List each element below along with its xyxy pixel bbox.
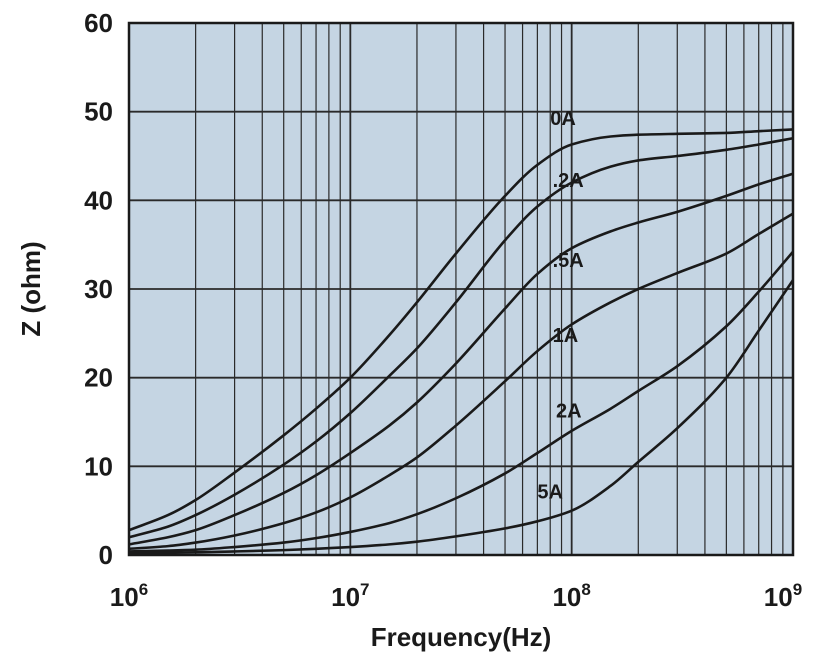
x-tick-label: 109 (764, 580, 802, 612)
series-line-5a (128, 279, 795, 555)
x-tick-label: 106 (110, 580, 148, 612)
x-tick-base: 10 (764, 582, 793, 612)
x-tick-exponent: 9 (793, 580, 802, 599)
x-tick-labels: 106 107 108 109 (110, 580, 802, 612)
y-tick-label: 60 (84, 8, 113, 38)
series-line-0a (128, 128, 794, 532)
x-tick-exponent: 6 (139, 580, 148, 599)
curve-label: 2A (556, 401, 582, 423)
y-tick-label: 30 (84, 274, 113, 304)
curve-label: 1A (553, 325, 579, 347)
x-tick-label: 108 (552, 580, 590, 612)
x-tick-base: 10 (331, 582, 360, 612)
series-line-1a (128, 212, 794, 551)
x-tick-base: 10 (552, 582, 581, 612)
y-tick-label: 0 (99, 540, 113, 570)
curve-labels: 0A .2A .5A 1A 2A 5A (537, 108, 583, 503)
series-line-05a (128, 172, 794, 546)
y-axis-title: Z (ohm) (16, 241, 46, 336)
y-tick-label: 20 (84, 363, 113, 393)
plot-border (127, 21, 795, 557)
x-axis-title: Frequency(Hz) (371, 622, 552, 652)
series-line-02a (128, 136, 794, 539)
y-tick-labels: 0 10 20 30 40 50 60 (84, 8, 113, 570)
x-tick-base: 10 (110, 582, 139, 612)
x-tick-label: 107 (331, 580, 369, 612)
y-tick-label: 40 (84, 185, 113, 215)
curve-label: .5A (553, 250, 584, 272)
curve-label: 5A (537, 481, 563, 503)
curve-label: 0A (550, 108, 576, 130)
x-tick-exponent: 7 (360, 580, 369, 599)
x-tick-exponent: 8 (581, 580, 590, 599)
curve-label: .2A (553, 170, 584, 192)
series-line-2a (128, 250, 794, 553)
y-tick-label: 10 (84, 451, 113, 481)
y-tick-label: 50 (84, 97, 113, 127)
curves (128, 128, 795, 555)
